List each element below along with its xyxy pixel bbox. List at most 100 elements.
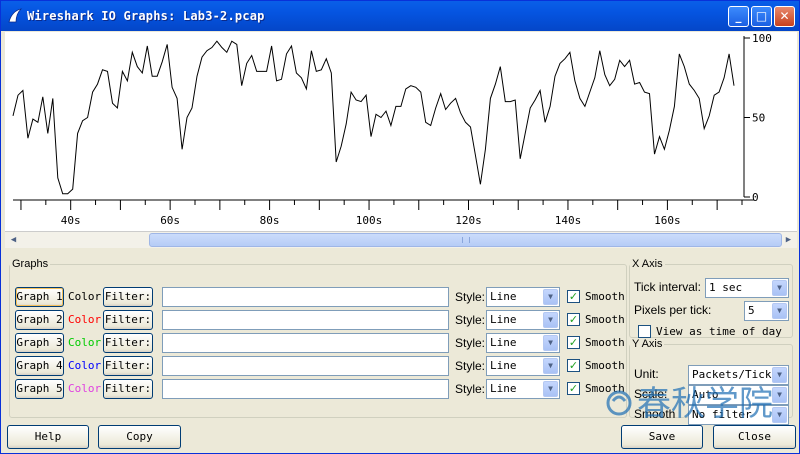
tick-interval-value: 1 sec	[709, 281, 743, 294]
x-tick-label: 60s	[160, 214, 180, 227]
close-window-button[interactable]: ✕	[774, 6, 795, 27]
graph-row: Graph 3 Color Filter: Style: Line ▼ ✓ Smooth	[15, 333, 627, 353]
graph-style-value: Line	[490, 290, 517, 303]
tick-interval-select[interactable]: 1 sec ▼	[705, 278, 789, 298]
graph-style-label: Style:	[455, 313, 486, 327]
graph-smooth-checkbox[interactable]: ✓	[567, 382, 580, 395]
y-tick-label: 50	[752, 112, 765, 125]
chevron-down-icon[interactable]: ▼	[543, 335, 558, 351]
graph-color-label[interactable]: Color	[68, 382, 102, 395]
graph-style-value: Line	[490, 336, 517, 349]
graph-style-select[interactable]: Line ▼	[486, 287, 560, 307]
chevron-down-icon[interactable]: ▼	[543, 358, 558, 374]
graph-style-value: Line	[490, 359, 517, 372]
scroll-left-arrow[interactable]: ◀	[10, 235, 17, 245]
graph-filter-input[interactable]	[162, 310, 449, 330]
graph-color-label[interactable]: Color	[68, 290, 102, 303]
copy-button[interactable]: Copy	[98, 425, 181, 449]
graph-smooth-label: Smooth	[585, 313, 625, 326]
y-tick-label: 0	[752, 191, 759, 204]
graph-style-select[interactable]: Line ▼	[486, 333, 560, 353]
pixels-per-tick-value: 5	[748, 304, 755, 317]
scrollbar-thumb[interactable]	[149, 233, 782, 247]
scroll-right-arrow[interactable]: ▶	[785, 235, 792, 245]
horizontal-scrollbar[interactable]: ◀ ▶	[5, 231, 797, 248]
graph-style-label: Style:	[455, 290, 486, 304]
graph-smooth-checkbox[interactable]: ✓	[567, 313, 580, 326]
graph-smooth-label: Smooth	[585, 290, 625, 303]
graph-toggle-button[interactable]: Graph 1	[15, 287, 64, 307]
scale-value: Auto	[692, 388, 719, 401]
scale-select[interactable]: Auto ▼	[688, 385, 789, 405]
pixels-per-tick-label: Pixels per tick:	[634, 303, 712, 317]
io-graph-plot[interactable]: 40s 60s 80s 100s 120s 140s 160s 100 50 0	[5, 32, 797, 231]
x-tick-label: 80s	[260, 214, 280, 227]
pixels-per-tick-select[interactable]: 5 ▼	[744, 301, 789, 321]
graph-toggle-button[interactable]: Graph 3	[15, 333, 64, 353]
scale-label: Scale:	[634, 387, 668, 401]
scrollbar-grip	[461, 237, 470, 243]
graphs-group: Graphs Graph 1 Color Filter: Style: Line ▼ ✓ Sm…	[9, 258, 627, 418]
graph-style-label: Style:	[455, 336, 486, 350]
x-axis-group: X Axis Tick interval: 1 sec ▼ Pixels per…	[629, 258, 793, 338]
maximize-button[interactable]: □	[751, 6, 772, 27]
chevron-down-icon[interactable]: ▼	[543, 289, 558, 305]
x-tick-label: 40s	[61, 214, 81, 227]
chevron-down-icon[interactable]: ▼	[772, 387, 787, 403]
graph-color-label[interactable]: Color	[68, 313, 102, 326]
chevron-down-icon[interactable]: ▼	[772, 280, 787, 296]
save-button[interactable]: Save	[621, 425, 703, 449]
unit-value: Packets/Tick	[692, 368, 772, 381]
graph-toggle-button[interactable]: Graph 2	[15, 310, 64, 330]
graph-toggle-button[interactable]: Graph 5	[15, 379, 64, 399]
chevron-down-icon[interactable]: ▼	[772, 367, 787, 383]
graph-filter-input[interactable]	[162, 333, 449, 353]
graph-filter-button[interactable]: Filter:	[103, 310, 153, 330]
view-as-time-checkbox[interactable]	[638, 325, 651, 338]
minimize-button[interactable]: _	[728, 6, 749, 27]
graph-row: Graph 1 Color Filter: Style: Line ▼ ✓ Smooth	[15, 287, 627, 307]
graph-filter-input[interactable]	[162, 379, 449, 399]
chevron-down-icon[interactable]: ▼	[543, 381, 558, 397]
x-tick-label: 160s	[654, 214, 681, 227]
window-title: Wireshark IO Graphs: Lab3-2.pcap	[27, 9, 265, 23]
graph-row: Graph 5 Color Filter: Style: Line ▼ ✓ Smooth	[15, 379, 627, 399]
graph-smooth-checkbox[interactable]: ✓	[567, 290, 580, 303]
unit-select[interactable]: Packets/Tick ▼	[688, 365, 789, 385]
view-as-time-label: View as time of day	[656, 325, 782, 338]
graph-filter-button[interactable]: Filter:	[103, 379, 153, 399]
close-button[interactable]: Close	[713, 425, 796, 449]
graph-style-label: Style:	[455, 382, 486, 396]
graph-toggle-button[interactable]: Graph 4	[15, 356, 64, 376]
graph-style-select[interactable]: Line ▼	[486, 356, 560, 376]
y-smooth-select[interactable]: No filter ▼	[688, 405, 789, 425]
x-axis-legend: X Axis	[632, 258, 663, 270]
graph-style-select[interactable]: Line ▼	[486, 310, 560, 330]
graph-filter-button[interactable]: Filter:	[103, 287, 153, 307]
chevron-down-icon[interactable]: ▼	[772, 303, 787, 319]
x-tick-label: 120s	[455, 214, 482, 227]
graph-smooth-label: Smooth	[585, 382, 625, 395]
tick-interval-label: Tick interval:	[634, 280, 701, 294]
graphs-legend: Graphs	[12, 258, 49, 270]
y-tick-label: 100	[752, 32, 772, 45]
chevron-down-icon[interactable]: ▼	[772, 407, 787, 423]
graph-color-label[interactable]: Color	[68, 359, 102, 372]
graph-filter-button[interactable]: Filter:	[103, 333, 153, 353]
wireshark-fin-icon	[8, 8, 23, 23]
graph-style-select[interactable]: Line ▼	[486, 379, 560, 399]
graph-filter-button[interactable]: Filter:	[103, 356, 153, 376]
graph-filter-input[interactable]	[162, 287, 449, 307]
graph-color-label[interactable]: Color	[68, 336, 102, 349]
help-button[interactable]: Help	[7, 425, 89, 449]
io-graph-chart: 40s 60s 80s 100s 120s 140s 160s 100 50 0	[12, 32, 772, 227]
graph-smooth-checkbox[interactable]: ✓	[567, 336, 580, 349]
graph-smooth-label: Smooth	[585, 336, 625, 349]
chevron-down-icon[interactable]: ▼	[543, 312, 558, 328]
graph-style-value: Line	[490, 382, 517, 395]
graph-smooth-checkbox[interactable]: ✓	[567, 359, 580, 372]
graph-filter-input[interactable]	[162, 356, 449, 376]
x-tick-label: 100s	[356, 214, 383, 227]
title-bar[interactable]: Wireshark IO Graphs: Lab3-2.pcap _ □ ✕	[1, 1, 799, 31]
